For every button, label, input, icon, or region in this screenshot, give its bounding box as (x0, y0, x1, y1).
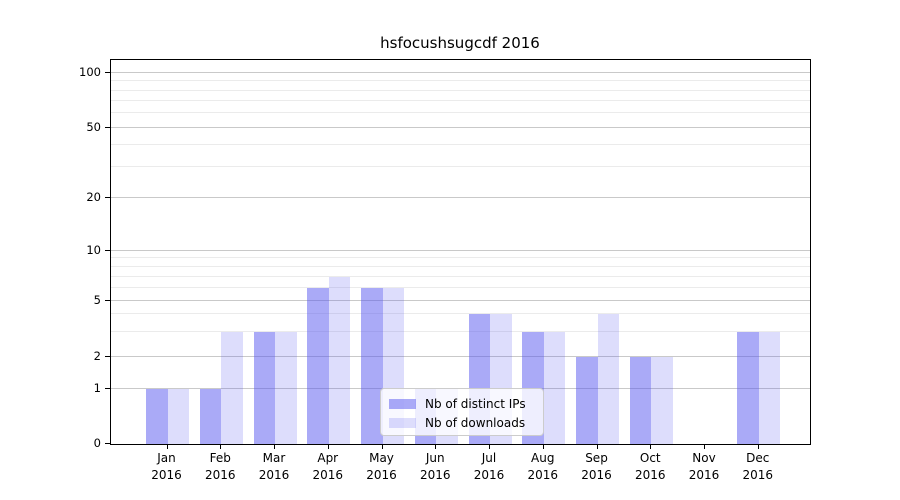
y-tick-label-100: 100 (79, 64, 101, 79)
bar-downloads-dec (758, 332, 781, 444)
x-tick-apr (327, 444, 329, 449)
y-tick-5 (105, 299, 110, 301)
y-tick-label-5: 5 (93, 292, 101, 307)
y-tick-label-10: 10 (86, 242, 101, 257)
minor-gridline-7 (111, 275, 810, 277)
x-tick-label-may: May 2016 (366, 451, 397, 482)
bar-downloads-feb (221, 332, 243, 444)
bar-downloads-mar (275, 332, 297, 444)
bar-downloads-jan (167, 388, 189, 444)
bar-distinct-ips-jan (146, 388, 168, 444)
legend-swatch-distinct-ips (389, 398, 416, 409)
y-tick-label-1: 1 (93, 380, 101, 395)
x-tick-dec (757, 444, 759, 449)
minor-gridline-4 (111, 313, 810, 315)
y-tick-50 (105, 126, 110, 128)
y-tick-10 (105, 249, 110, 251)
major-gridline-100 (111, 71, 810, 73)
bar-distinct-ips-mar (253, 332, 275, 444)
minor-gridline-40 (111, 143, 810, 145)
bar-distinct-ips-feb (199, 388, 222, 444)
minor-gridline-6 (111, 286, 810, 288)
major-gridline-20 (111, 196, 810, 198)
legend-item-downloads: Nb of downloads (389, 413, 535, 432)
major-gridline-50 (111, 126, 810, 128)
minor-gridline-90 (111, 80, 810, 82)
x-tick-mar (274, 444, 275, 449)
x-tick-label-nov: Nov 2016 (688, 451, 720, 482)
x-tick-sep (596, 444, 598, 449)
bar-distinct-ips-sep (576, 356, 598, 444)
bar-downloads-aug (543, 332, 566, 444)
minor-gridline-70 (111, 100, 810, 102)
x-tick-label-dec: Dec 2016 (742, 451, 774, 482)
x-tick-label-jan: Jan 2016 (151, 451, 182, 482)
bar-distinct-ips-may (361, 287, 383, 444)
bar-downloads-apr (328, 276, 351, 444)
x-tick-label-jul: Jul 2016 (473, 451, 505, 482)
y-tick-2 (105, 355, 110, 357)
y-tick-label-20: 20 (86, 189, 101, 204)
minor-gridline-3 (111, 331, 810, 332)
legend-label-distinct-ips: Nb of distinct IPs (425, 396, 526, 411)
x-tick-label-oct: Oct 2016 (634, 451, 666, 482)
x-tick-nov (704, 444, 705, 449)
major-gridline-10 (111, 249, 810, 251)
minor-gridline-30 (111, 165, 810, 167)
minor-gridline-80 (111, 89, 810, 91)
minor-gridline-9 (111, 257, 810, 259)
x-tick-label-sep: Sep 2016 (581, 451, 612, 482)
y-tick-0 (105, 443, 110, 444)
x-tick-jul (489, 444, 490, 449)
bar-distinct-ips-apr (307, 287, 329, 444)
legend-item-distinct-ips: Nb of distinct IPs (389, 394, 535, 413)
x-tick-oct (650, 444, 652, 449)
y-tick-20 (105, 196, 110, 198)
legend-label-downloads: Nb of downloads (425, 415, 526, 430)
minor-gridline-60 (111, 112, 810, 114)
major-gridline-2 (111, 355, 810, 357)
y-tick-1 (105, 387, 110, 389)
bar-downloads-oct (651, 356, 673, 444)
x-tick-may (381, 444, 383, 449)
chart-title: hsfocushsugcdf 2016 (380, 34, 540, 52)
x-tick-label-mar: Mar 2016 (258, 451, 290, 482)
x-tick-jun (435, 444, 437, 449)
x-tick-label-aug: Aug 2016 (527, 451, 559, 482)
x-tick-label-jun: Jun 2016 (419, 451, 451, 482)
y-tick-label-0: 0 (93, 436, 101, 450)
x-tick-aug (542, 444, 544, 449)
legend-box: Nb of distinct IPs Nb of downloads (380, 388, 544, 436)
x-tick-label-feb: Feb 2016 (204, 451, 236, 482)
bar-distinct-ips-oct (629, 356, 652, 444)
x-tick-label-apr: Apr 2016 (312, 451, 344, 482)
minor-gridline-8 (111, 265, 810, 267)
x-tick-feb (220, 444, 222, 449)
y-tick-label-2: 2 (93, 348, 101, 363)
y-tick-label-50: 50 (86, 119, 101, 134)
x-tick-jan (166, 444, 168, 449)
y-tick-100 (105, 71, 110, 73)
legend-swatch-downloads (389, 417, 416, 428)
bar-downloads-sep (597, 314, 619, 444)
bar-distinct-ips-dec (737, 332, 759, 444)
major-gridline-5 (111, 299, 810, 301)
